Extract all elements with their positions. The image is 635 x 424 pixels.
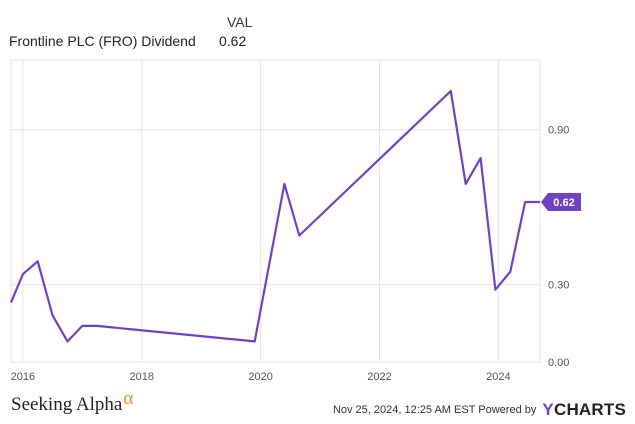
x-tick-label: 2022 (367, 371, 391, 383)
last-value-text: 0.62 (553, 197, 574, 209)
timestamp-text: Nov 25, 2024, 12:25 AM EST Powered by (332, 404, 537, 416)
x-tick-label: 2018 (130, 371, 154, 383)
legend: VAL Frontline PLC (FRO) Dividend 0.62 (9, 10, 259, 50)
y-axis: 0.00 0.30 0.90 (548, 125, 569, 369)
seeking-alpha-text: Seeking Alpha (11, 394, 123, 415)
legend-value-header: VAL (227, 14, 253, 30)
y-tick-label: 0.00 (548, 357, 569, 369)
x-tick-label: 2024 (486, 371, 510, 383)
y-tick-label: 0.90 (548, 125, 569, 137)
legend-series-value: 0.62 (219, 33, 247, 49)
ycharts-rest: CHARTS (553, 400, 626, 419)
y-tick-label: 0.30 (548, 280, 569, 292)
plot-frame (10, 59, 541, 363)
alpha-mark: α (123, 388, 134, 409)
ycharts-logo: YCHARTS (542, 400, 626, 419)
x-tick-label: 2016 (11, 371, 35, 383)
attribution: Nov 25, 2024, 12:25 AM EST Powered by YC… (333, 400, 626, 420)
grid (10, 59, 541, 363)
ycharts-y: Y (542, 400, 554, 419)
x-tick-label: 2020 (248, 371, 272, 383)
seeking-alpha-logo: Seeking Alphaα (11, 388, 133, 416)
x-axis: 2016 2018 2020 2022 2024 (11, 371, 511, 383)
legend-series-name: Frontline PLC (FRO) Dividend (9, 33, 196, 49)
series-layer (9, 89, 540, 343)
last-value-badge (541, 192, 581, 211)
last-value-label: 0.62 (541, 192, 581, 211)
series-line (9, 89, 540, 343)
